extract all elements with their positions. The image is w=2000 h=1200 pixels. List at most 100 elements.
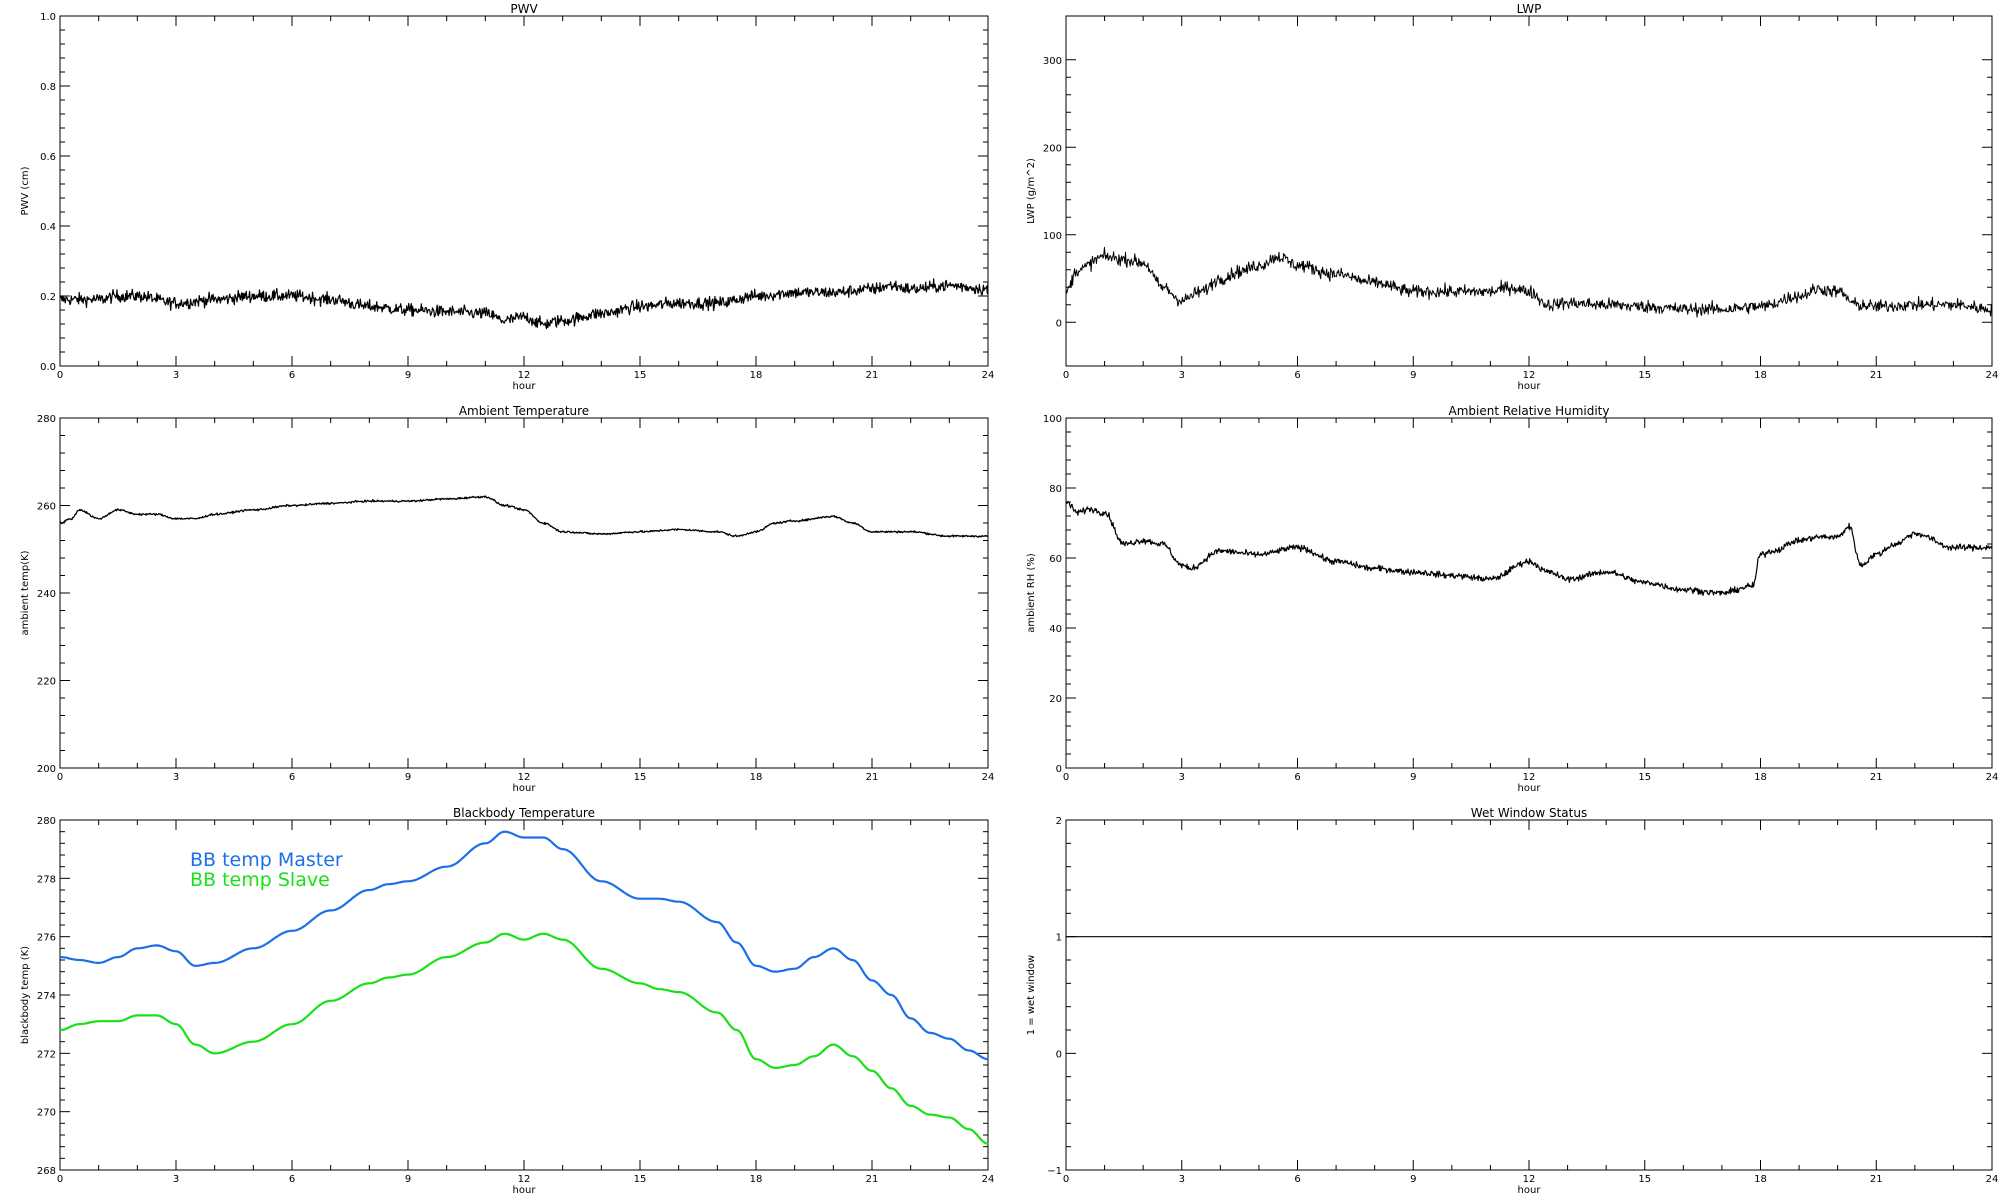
pwv-xtick-label: 24 (982, 370, 995, 381)
bb_temp-series-line-1 (59, 932, 989, 1145)
ambient_rh-xtick-label: 21 (1870, 772, 1883, 783)
bb_temp-ytick-label: 274 (37, 991, 56, 1002)
pwv-xtick-label: 6 (289, 370, 295, 381)
wet_window-xtick-label: 18 (1754, 1174, 1767, 1185)
lwp-ytick-label: 0 (1056, 318, 1062, 329)
wet_window-ylabel: 1 = wet window (1026, 955, 1037, 1035)
ambient_rh-xtick-label: 9 (1410, 772, 1416, 783)
bb_temp-series-line-0 (60, 830, 989, 1061)
lwp-xtick-label: 24 (1986, 370, 1999, 381)
wet_window-xtick-label: 15 (1638, 1174, 1651, 1185)
ambient_rh-xtick-label: 0 (1063, 772, 1069, 783)
pwv-ylabel: PWV (cm) (20, 166, 31, 215)
pwv-xtick-label: 3 (173, 370, 179, 381)
ambient_temp-xtick-label: 6 (289, 772, 295, 783)
wet_window-xtick-label: 3 (1179, 1174, 1185, 1185)
pwv-xtick-label: 21 (866, 370, 879, 381)
ambient_temp-xtick-label: 9 (405, 772, 411, 783)
bb_temp-ylabel: blackbody temp (K) (20, 946, 31, 1044)
wet_window-xtick-label: 0 (1063, 1174, 1069, 1185)
ambient_temp-xtick-label: 3 (173, 772, 179, 783)
ambient_rh-xtick-label: 6 (1294, 772, 1300, 783)
ambient_rh-series-line-0 (1065, 500, 1993, 596)
ambient_temp-plot-frame (59, 417, 989, 769)
wet_window-ytick-label: 1 (1056, 933, 1062, 944)
pwv-ytick-label: 0.2 (40, 292, 56, 303)
bb_temp-xtick-label: 6 (289, 1174, 295, 1185)
pwv-ytick-label: 0.0 (40, 362, 56, 373)
pwv-ytick-label: 0.6 (40, 152, 56, 163)
bb_temp-xtick-label: 21 (866, 1174, 879, 1185)
ambient_temp-xtick-label: 21 (866, 772, 879, 783)
ambient_temp-xtick-label: 18 (750, 772, 763, 783)
ambient_temp-series-line-0 (59, 495, 989, 538)
lwp-series-line-0 (1065, 246, 1993, 318)
bb_temp-panel: Blackbody Temperature 0 3 6 9 12 15 18 21 24 hour 2… (20, 806, 994, 1196)
pwv-panel: PWV 0 3 6 9 12 15 18 21 24 hour 0.0 0.2 0.4 0.6 0.8 1.0 P… (20, 2, 994, 392)
ambient_rh-xtick-label: 18 (1754, 772, 1767, 783)
pwv-xtick-label: 18 (750, 370, 763, 381)
ambient_rh-xlabel: hour (1518, 783, 1542, 794)
lwp-xtick-label: 18 (1754, 370, 1767, 381)
ambient_rh-ylabel: ambient RH (%) (1026, 553, 1037, 633)
bb_temp-legend-entry-1: BB temp Slave (190, 869, 330, 891)
ambient_temp-ytick-label: 260 (37, 502, 56, 513)
pwv-ytick-label: 0.4 (40, 222, 56, 233)
pwv-ytick-label: 0.8 (40, 82, 56, 93)
wet_window-ytick-label: −1 (1047, 1166, 1062, 1177)
bb_temp-xlabel: hour (513, 1185, 537, 1196)
lwp-xtick-label: 15 (1638, 370, 1651, 381)
wet_window-ytick-label: 2 (1056, 816, 1062, 827)
wet_window-xlabel: hour (1518, 1185, 1542, 1196)
ambient_temp-panel: Ambient Temperature 0 3 6 9 12 15 18 21 24 hour 200… (20, 404, 994, 794)
bb_temp-ytick-label: 272 (37, 1049, 56, 1060)
ambient_rh-xtick-label: 24 (1986, 772, 1999, 783)
bb_temp-ytick-label: 276 (37, 933, 56, 944)
bb_temp-xtick-label: 9 (405, 1174, 411, 1185)
ambient_temp-ylabel: ambient temp(K) (20, 550, 31, 635)
ambient_rh-ytick-label: 20 (1049, 694, 1062, 705)
pwv-series-line-0 (59, 278, 989, 330)
pwv-xtick-label: 0 (57, 370, 63, 381)
pwv-xtick-label: 9 (405, 370, 411, 381)
bb_temp-xtick-label: 12 (518, 1174, 531, 1185)
lwp-ytick-label: 100 (1043, 231, 1062, 242)
pwv-xlabel: hour (513, 381, 537, 392)
ambient_temp-title: Ambient Temperature (459, 404, 589, 418)
bb_temp-xtick-label: 15 (634, 1174, 647, 1185)
wet_window-ytick-label: 0 (1056, 1049, 1062, 1060)
lwp-xtick-label: 9 (1410, 370, 1416, 381)
pwv-title: PWV (510, 2, 538, 16)
wet_window-plot-frame (1065, 819, 1993, 1171)
bb_temp-ytick-label: 270 (37, 1108, 56, 1119)
lwp-xtick-label: 21 (1870, 370, 1883, 381)
ambient_rh-ytick-label: 60 (1049, 554, 1062, 565)
wet_window-xtick-label: 21 (1870, 1174, 1883, 1185)
pwv-xtick-label: 15 (634, 370, 647, 381)
wet_window-xtick-label: 24 (1986, 1174, 1999, 1185)
pwv-ytick-label: 1.0 (40, 12, 56, 23)
ambient_temp-xtick-label: 12 (518, 772, 531, 783)
bb_temp-ytick-label: 280 (37, 816, 56, 827)
lwp-xlabel: hour (1518, 381, 1542, 392)
lwp-panel: LWP 0 3 6 9 12 15 18 21 24 hour 0 100 200 300 LWP (g/m^… (1026, 2, 1998, 392)
ambient_rh-xtick-label: 12 (1523, 772, 1536, 783)
ambient_rh-plot-frame (1065, 417, 1993, 769)
ambient_rh-ytick-label: 0 (1056, 764, 1062, 775)
bb_temp-xtick-label: 3 (173, 1174, 179, 1185)
wet_window-xtick-label: 9 (1410, 1174, 1416, 1185)
bb_temp-xtick-label: 24 (982, 1174, 995, 1185)
lwp-plot-frame (1065, 15, 1993, 367)
wet_window-xtick-label: 12 (1523, 1174, 1536, 1185)
pwv-xtick-label: 12 (518, 370, 531, 381)
ambient_temp-ytick-label: 200 (37, 764, 56, 775)
bb_temp-legend-entry-0: BB temp Master (190, 849, 343, 871)
lwp-ytick-label: 200 (1043, 143, 1062, 154)
lwp-ytick-label: 300 (1043, 56, 1062, 67)
ambient_temp-xtick-label: 15 (634, 772, 647, 783)
wet_window-xtick-label: 6 (1294, 1174, 1300, 1185)
ambient_rh-panel: Ambient Relative Humidity 0 3 6 9 12 15 18 21 24 h… (1026, 404, 1998, 794)
bb_temp-ytick-label: 268 (37, 1166, 56, 1177)
